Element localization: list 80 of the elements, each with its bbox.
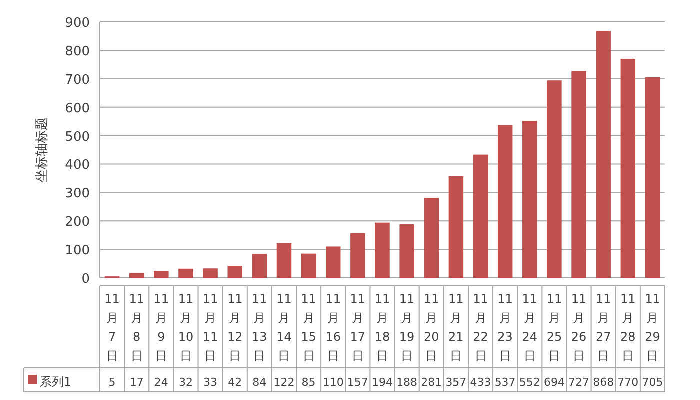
data-label: 5 <box>108 376 116 389</box>
bar <box>326 246 341 278</box>
bar <box>522 120 538 278</box>
bar <box>473 154 488 278</box>
bar <box>301 254 316 278</box>
y-tick-label: 0 <box>82 272 90 287</box>
data-label: 357 <box>446 376 467 389</box>
bar <box>252 254 268 278</box>
x-tick-label: 11月27日 <box>596 292 612 363</box>
data-label: 17 <box>130 376 144 389</box>
bar <box>228 266 242 278</box>
y-tick-label: 700 <box>65 72 90 88</box>
y-tick-label: 300 <box>65 186 90 202</box>
y-tick-label: 500 <box>65 130 90 145</box>
legend-label: 系列1 <box>40 375 72 389</box>
data-label: 84 <box>252 376 267 389</box>
y-tick-label: 900 <box>65 16 90 31</box>
data-label: 281 <box>421 376 442 389</box>
x-tick-label: 11月28日 <box>620 292 636 363</box>
bar <box>178 268 194 278</box>
bar <box>448 176 464 278</box>
data-label: 694 <box>544 376 565 389</box>
x-tick-label: 11月24日 <box>522 292 538 363</box>
data-label: 42 <box>228 376 242 389</box>
data-label: 194 <box>372 376 393 389</box>
x-tick-label: 11月17日 <box>350 292 366 363</box>
data-label: 122 <box>274 376 295 389</box>
x-tick-label: 11月9日 <box>154 292 170 363</box>
data-label: 85 <box>302 376 316 389</box>
data-label: 188 <box>396 376 418 389</box>
y-tick-label: 100 <box>65 244 90 259</box>
data-label: 32 <box>178 376 193 389</box>
x-tick-label: 11月23日 <box>498 292 513 363</box>
bar <box>572 71 586 278</box>
data-label: 552 <box>519 376 540 389</box>
data-label: 433 <box>470 376 492 389</box>
bar <box>129 273 144 278</box>
x-tick-label: 11月12日 <box>227 292 243 363</box>
x-tick-label: 11月7日 <box>104 292 120 363</box>
x-tick-label: 11月22日 <box>473 292 488 363</box>
x-tick-label: 11月25日 <box>546 292 562 363</box>
data-label: 24 <box>154 376 168 389</box>
bar <box>424 198 439 278</box>
bar <box>154 271 169 278</box>
y-tick-label: 800 <box>65 44 90 60</box>
data-label: 868 <box>593 376 614 389</box>
x-tick-label: 11月29日 <box>645 292 660 363</box>
y-tick-label: 600 <box>65 101 90 116</box>
bar <box>276 243 292 278</box>
x-tick-label: 11月26日 <box>571 292 587 363</box>
y-axis-title: 坐标轴标题 <box>35 118 50 182</box>
bar <box>547 80 562 278</box>
data-label: 157 <box>347 376 368 389</box>
x-tick-label: 11月8日 <box>129 292 144 363</box>
bar <box>620 58 636 278</box>
bar <box>400 224 414 278</box>
data-label: 705 <box>642 376 664 389</box>
data-label: 33 <box>204 376 218 389</box>
y-tick-label: 400 <box>65 158 90 174</box>
bar <box>596 31 611 278</box>
x-tick-label: 11月15日 <box>301 292 316 363</box>
y-tick-label: 200 <box>65 215 90 230</box>
bar <box>498 125 513 278</box>
bar <box>375 222 390 278</box>
x-tick-label: 11月10日 <box>178 292 194 363</box>
x-tick-label: 11月19日 <box>399 292 415 363</box>
x-tick-label: 11月11日 <box>202 292 218 363</box>
bar <box>350 233 366 278</box>
x-tick-label: 11月18日 <box>374 292 390 363</box>
x-tick-label: 11月20日 <box>424 292 440 363</box>
data-label: 537 <box>494 376 516 389</box>
x-tick-label: 11月16日 <box>326 292 342 363</box>
bar <box>645 77 660 278</box>
x-tick-label: 11月13日 <box>252 292 268 363</box>
x-tick-label: 11月21日 <box>448 292 464 363</box>
data-label: 770 <box>618 376 639 389</box>
data-label: 110 <box>322 376 344 389</box>
bar <box>203 268 218 278</box>
data-label: 727 <box>568 376 590 389</box>
x-tick-label: 11月14日 <box>276 292 292 363</box>
